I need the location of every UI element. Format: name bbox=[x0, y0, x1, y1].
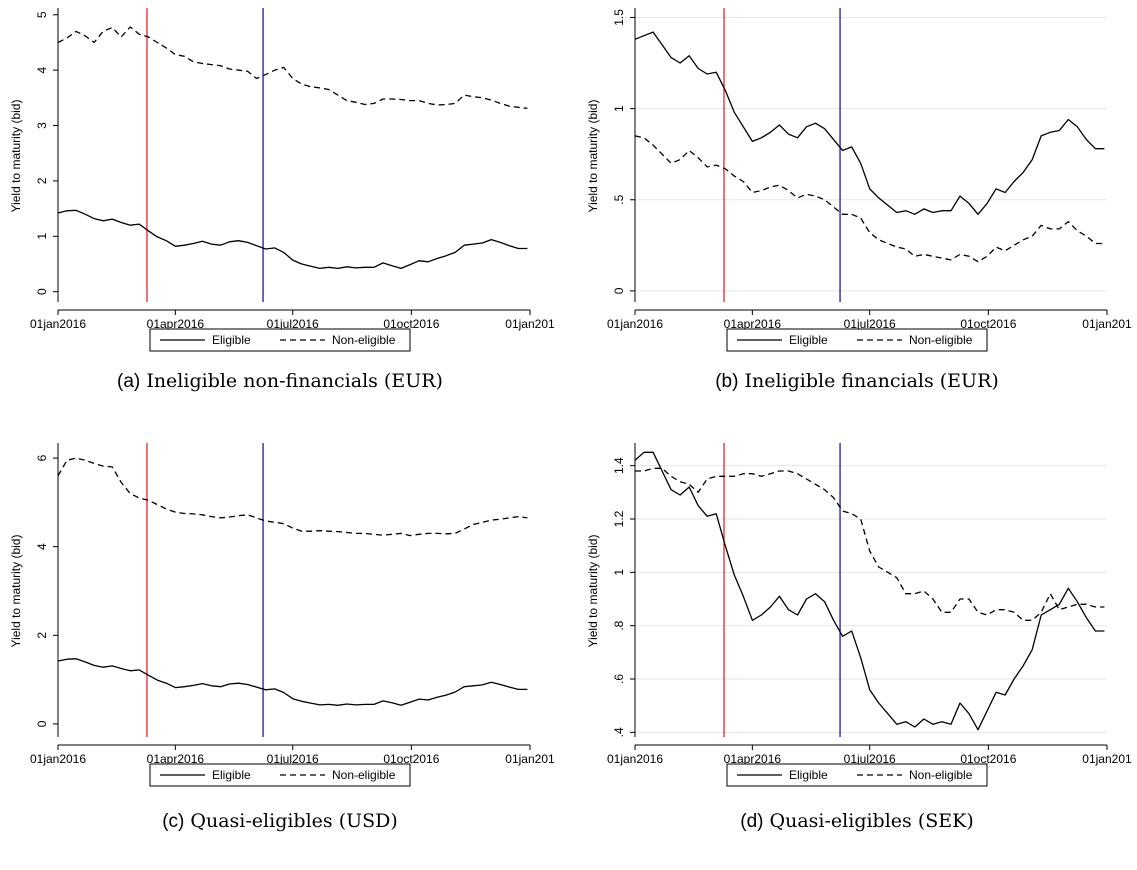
x-tick-label: 01jan2016 bbox=[607, 752, 663, 766]
x-tick-label: 01jan201 bbox=[1082, 752, 1132, 766]
x-tick-label: 01jan2016 bbox=[30, 317, 86, 331]
caption-text: Ineligible financials (EUR) bbox=[744, 370, 999, 392]
chart-a: 0 1 2 3 4 5 Yield to maturity (bid) 01jan2016 01… bbox=[9, 8, 555, 352]
y-tick-label: .8 bbox=[612, 620, 626, 630]
x-tick-label: 01apr2016 bbox=[147, 317, 205, 331]
y-tick-label: 5 bbox=[35, 11, 49, 18]
x-tick-label: 01jul2016 bbox=[844, 752, 896, 766]
series-line-eligible bbox=[57, 209, 528, 270]
caption-tag: (c) bbox=[162, 811, 185, 832]
y-tick-label: 3 bbox=[35, 122, 49, 129]
caption-b: (b) Ineligible financials (EUR) bbox=[577, 370, 1137, 393]
y-tick-label: 0 bbox=[612, 287, 626, 294]
chart-panel-b: 0 .5 1 1.5 Yield to maturity (bid) 01jan2016 0… bbox=[577, 0, 1137, 392]
caption-a: (a) Ineligible non-financials (EUR) bbox=[0, 370, 560, 393]
caption-c: (c) Quasi-eligibles (USD) bbox=[0, 810, 560, 833]
x-tick-label: 01jan201 bbox=[1082, 317, 1132, 331]
caption-text: Ineligible non-financials (EUR) bbox=[146, 370, 443, 392]
legend-label-non-eligible: Non-eligible bbox=[909, 333, 973, 347]
y-tick-label: 1 bbox=[612, 105, 626, 112]
x-tick-label: 01oct2016 bbox=[960, 317, 1016, 331]
y-axis-label: Yield to maturity (bid) bbox=[586, 535, 600, 648]
y-tick-label: .4 bbox=[612, 727, 626, 737]
y-tick-label: 4 bbox=[35, 66, 49, 73]
y-tick-label: 4 bbox=[35, 543, 49, 550]
x-tick-label: 01jan2016 bbox=[607, 317, 663, 331]
y-tick-label: 1.5 bbox=[612, 9, 626, 26]
series-line-eligible bbox=[634, 451, 1105, 731]
y-tick-label: 1 bbox=[35, 233, 49, 240]
caption-tag: (d) bbox=[740, 811, 764, 832]
chart-c: 0 2 4 6 Yield to maturity (bid) 01jan2016 01ap… bbox=[9, 443, 555, 787]
x-tick-label: 01jul2016 bbox=[267, 752, 319, 766]
y-axis-label: Yield to maturity (bid) bbox=[9, 100, 23, 213]
x-tick-label: 01oct2016 bbox=[383, 752, 439, 766]
x-tick-label: 01apr2016 bbox=[724, 752, 782, 766]
series-line-non-eligible bbox=[57, 26, 528, 110]
series-line-non-eligible bbox=[635, 467, 1105, 621]
legend-label-eligible: Eligible bbox=[212, 768, 251, 782]
y-tick-label: 1 bbox=[612, 569, 626, 576]
chart-panel-c: 0 2 4 6 Yield to maturity (bid) 01jan2016 01ap… bbox=[0, 435, 560, 832]
caption-text: Quasi-eligibles (USD) bbox=[190, 810, 398, 832]
x-tick-label: 01jan201 bbox=[505, 752, 555, 766]
series-line-non-eligible bbox=[634, 135, 1105, 263]
y-tick-label: .6 bbox=[612, 674, 626, 684]
x-tick-label: 01oct2016 bbox=[383, 317, 439, 331]
caption-tag: (a) bbox=[117, 371, 141, 392]
x-tick-label: 01apr2016 bbox=[147, 752, 205, 766]
caption-text: Quasi-eligibles (SEK) bbox=[769, 810, 974, 832]
chart-b: 0 .5 1 1.5 Yield to maturity (bid) 01jan2016 0… bbox=[586, 8, 1132, 352]
series-line-non-eligible bbox=[57, 457, 528, 537]
y-tick-label: 6 bbox=[35, 454, 49, 461]
x-tick-label: 01apr2016 bbox=[724, 317, 782, 331]
y-tick-label: 2 bbox=[35, 177, 49, 184]
legend-label-eligible: Eligible bbox=[212, 333, 251, 347]
series-line-eligible bbox=[57, 658, 528, 706]
y-tick-label: 1.2 bbox=[612, 510, 626, 527]
legend-label-eligible: Eligible bbox=[789, 768, 828, 782]
legend-label-eligible: Eligible bbox=[789, 333, 828, 347]
caption-d: (d) Quasi-eligibles (SEK) bbox=[577, 810, 1137, 833]
x-tick-label: 01oct2016 bbox=[960, 752, 1016, 766]
x-tick-label: 01jan201 bbox=[505, 317, 555, 331]
y-axis-label: Yield to maturity (bid) bbox=[586, 100, 600, 213]
legend-label-non-eligible: Non-eligible bbox=[332, 333, 396, 347]
chart-panel-a: 0 1 2 3 4 5 Yield to maturity (bid) 01jan2016 01… bbox=[0, 0, 560, 392]
y-axis-label: Yield to maturity (bid) bbox=[9, 535, 23, 648]
x-tick-label: 01jul2016 bbox=[267, 317, 319, 331]
caption-tag: (b) bbox=[715, 371, 739, 392]
y-tick-label: 0 bbox=[35, 720, 49, 727]
chart-panel-d: .4 .6 .8 1 1.2 1.4 Yield to maturity (bid) 01ja… bbox=[577, 435, 1137, 832]
y-tick-label: 2 bbox=[35, 632, 49, 639]
legend-label-non-eligible: Non-eligible bbox=[332, 768, 396, 782]
y-tick-label: 0 bbox=[35, 288, 49, 295]
legend-label-non-eligible: Non-eligible bbox=[909, 768, 973, 782]
series-line-eligible bbox=[634, 31, 1105, 215]
x-tick-label: 01jul2016 bbox=[844, 317, 896, 331]
y-tick-label: 1.4 bbox=[612, 457, 626, 474]
x-tick-label: 01jan2016 bbox=[30, 752, 86, 766]
chart-d: .4 .6 .8 1 1.2 1.4 Yield to maturity (bid) 01ja… bbox=[586, 443, 1132, 787]
y-tick-label: .5 bbox=[612, 194, 626, 204]
